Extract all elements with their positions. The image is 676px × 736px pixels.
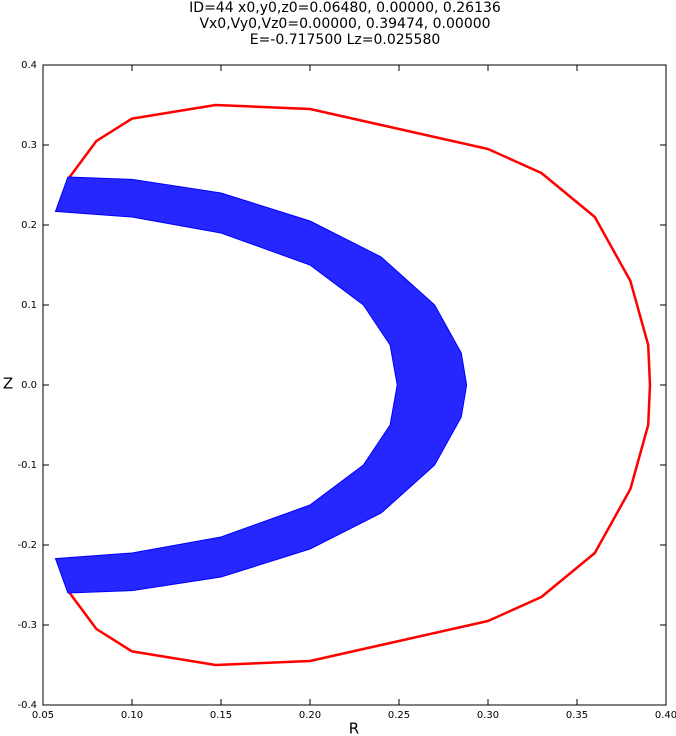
y-axis-label: Z — [3, 375, 13, 393]
y-tick-label: 0.1 — [21, 300, 37, 311]
y-tick-label: 0.3 — [21, 140, 37, 151]
y-tick-label: -0.3 — [17, 620, 37, 631]
y-tick-label: -0.1 — [17, 460, 37, 471]
y-tick-label: 0.0 — [21, 380, 37, 391]
y-tick-label: 0.2 — [21, 220, 37, 231]
x-tick-label: 0.40 — [655, 710, 676, 721]
x-tick-label: 0.05 — [32, 710, 54, 721]
chart-title: ID=44 x0,y0,z0=0.06480, 0.00000, 0.26136 — [189, 0, 501, 16]
x-tick-label: 0.10 — [121, 710, 143, 721]
x-tick-label: 0.30 — [477, 710, 499, 721]
y-tick-label: -0.2 — [17, 540, 37, 551]
y-tick-label: 0.4 — [21, 60, 37, 71]
chart-title: E=-0.717500 Lz=0.025580 — [250, 32, 441, 48]
plot-frame — [42, 64, 667, 706]
chart-title: Vx0,Vy0,Vz0=0.00000, 0.39474, 0.00000 — [199, 16, 490, 32]
x-tick-label: 0.25 — [388, 710, 410, 721]
x-tick-label: 0.35 — [566, 710, 588, 721]
orbit-band — [54, 176, 468, 594]
y-tick-label: -0.4 — [17, 700, 37, 711]
x-tick-label: 0.20 — [299, 710, 321, 721]
x-tick-label: 0.15 — [210, 710, 232, 721]
x-axis-label: R — [349, 720, 359, 736]
zero-velocity-curve — [68, 103, 652, 667]
